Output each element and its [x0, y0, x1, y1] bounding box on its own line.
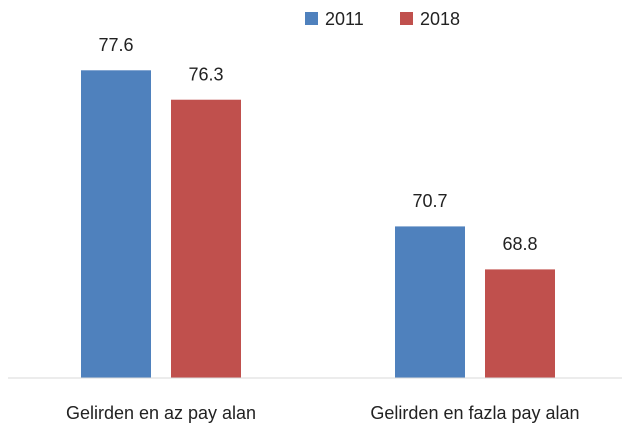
legend-label: 2018: [420, 9, 460, 29]
x-tick-label: Gelirden en fazla pay alan: [370, 403, 579, 423]
legend-label: 2011: [325, 9, 364, 29]
bar: [81, 70, 151, 379]
value-label: 76.3: [188, 64, 223, 84]
bar: [171, 99, 241, 379]
bar: [485, 269, 555, 378]
value-label: 77.6: [98, 35, 133, 55]
value-label: 68.8: [502, 234, 537, 254]
value-label: 70.7: [412, 191, 447, 211]
x-tick-label: Gelirden en az pay alan: [66, 403, 256, 423]
legend-swatch: [305, 12, 318, 25]
legend-swatch: [400, 12, 413, 25]
bar: [395, 226, 465, 378]
